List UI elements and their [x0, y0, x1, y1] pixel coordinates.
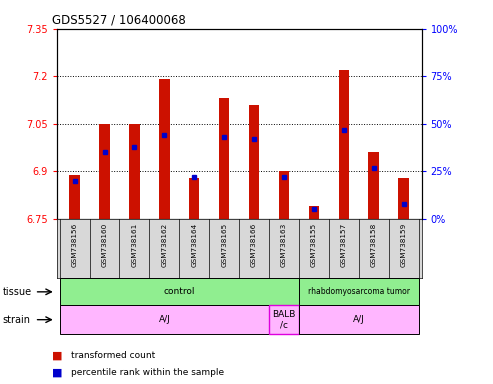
Text: GSM738158: GSM738158	[371, 223, 377, 267]
Text: ■: ■	[52, 367, 62, 377]
Bar	[219, 99, 229, 219]
Text: percentile rank within the sample: percentile rank within the sample	[71, 368, 225, 377]
Text: ■: ■	[52, 350, 62, 360]
Bar	[269, 305, 299, 334]
Text: control: control	[164, 287, 195, 296]
Bar	[309, 206, 319, 219]
Text: A/J: A/J	[353, 315, 365, 324]
Text: GSM738161: GSM738161	[132, 223, 138, 267]
Text: GSM738160: GSM738160	[102, 223, 107, 267]
Text: GSM738159: GSM738159	[401, 223, 407, 267]
Text: transformed count: transformed count	[71, 351, 156, 360]
Text: GSM738166: GSM738166	[251, 223, 257, 267]
Bar	[299, 278, 419, 305]
Text: strain: strain	[2, 314, 31, 325]
Text: BALB
/c: BALB /c	[272, 310, 296, 329]
Text: GSM738163: GSM738163	[281, 223, 287, 267]
Text: rhabdomyosarcoma tumor: rhabdomyosarcoma tumor	[308, 287, 410, 296]
Bar	[279, 171, 289, 219]
Text: GSM738162: GSM738162	[161, 223, 167, 267]
Text: GDS5527 / 106400068: GDS5527 / 106400068	[52, 13, 185, 26]
Bar	[249, 105, 259, 219]
Bar	[159, 79, 170, 219]
Text: GSM738164: GSM738164	[191, 223, 197, 267]
Text: GSM738156: GSM738156	[71, 223, 77, 267]
Bar	[70, 175, 80, 219]
Bar	[339, 70, 349, 219]
Bar	[398, 178, 409, 219]
Bar	[368, 152, 379, 219]
Bar	[99, 124, 110, 219]
Text: GSM738155: GSM738155	[311, 223, 317, 267]
Bar	[129, 124, 140, 219]
Text: A/J: A/J	[158, 315, 170, 324]
Bar	[60, 278, 299, 305]
Text: GSM738165: GSM738165	[221, 223, 227, 267]
Text: tissue: tissue	[2, 287, 32, 297]
Bar	[60, 305, 269, 334]
Bar	[299, 305, 419, 334]
Bar	[189, 178, 200, 219]
Text: GSM738157: GSM738157	[341, 223, 347, 267]
